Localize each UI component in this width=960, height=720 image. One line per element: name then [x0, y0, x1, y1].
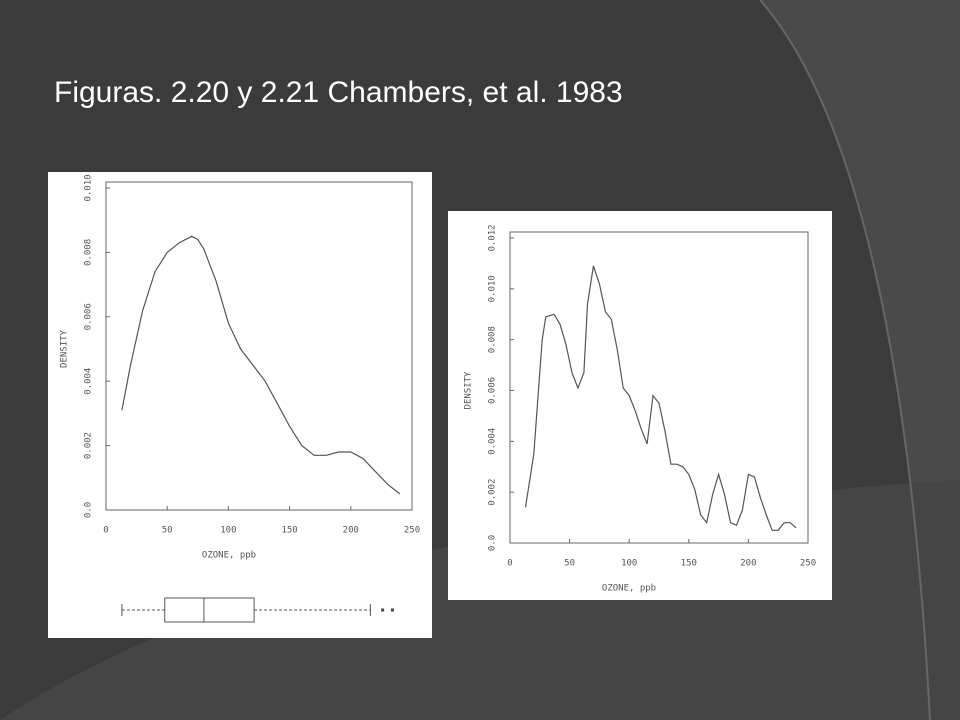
- x-tick-label: 50: [564, 559, 575, 569]
- y-tick-label: 0.0: [488, 535, 498, 551]
- y-tick-label: 0.004: [84, 368, 94, 395]
- y-axis-label: DENSITY: [60, 329, 70, 368]
- plot-frame: [509, 231, 809, 544]
- y-tick-label: 0.012: [488, 224, 498, 251]
- x-axis-label: OZONE, ppb: [202, 551, 256, 561]
- x-tick-label: 200: [740, 559, 756, 569]
- box: [164, 597, 255, 623]
- figure-background: [448, 211, 832, 600]
- outlier: [390, 608, 394, 612]
- plot-frame: [105, 181, 413, 511]
- outlier: [381, 608, 385, 612]
- decor-arc: [760, 0, 960, 720]
- figure-background: [48, 172, 432, 638]
- y-tick-label: 0.006: [488, 377, 498, 404]
- density-line: [121, 235, 401, 495]
- slide-title: Figuras. 2.20 y 2.21 Chambers, et al. 19…: [54, 76, 623, 109]
- y-tick-label: 0.008: [84, 239, 94, 266]
- y-tick-label: 0.008: [488, 326, 498, 353]
- x-tick-label: 150: [681, 559, 697, 569]
- y-tick-label: 0.0: [84, 502, 94, 518]
- x-tick-label: 100: [621, 559, 637, 569]
- y-tick-label: 0.010: [84, 174, 94, 201]
- x-tick-label: 0: [103, 526, 108, 536]
- x-tick-label: 150: [281, 526, 297, 536]
- x-tick-label: 250: [800, 559, 816, 569]
- x-tick-label: 50: [162, 526, 173, 536]
- x-tick-label: 100: [220, 526, 236, 536]
- y-tick-label: 0.002: [488, 479, 498, 506]
- density-line: [524, 265, 797, 531]
- y-tick-label: 0.002: [84, 432, 94, 459]
- x-tick-label: 0: [507, 559, 512, 569]
- y-axis-label: DENSITY: [464, 371, 474, 410]
- decor-line: [759, 0, 931, 720]
- y-tick-label: 0.010: [488, 275, 498, 302]
- y-tick-label: 0.004: [488, 428, 498, 455]
- x-tick-label: 250: [404, 526, 420, 536]
- x-tick-label: 200: [343, 526, 359, 536]
- x-axis-label: OZONE, ppb: [602, 584, 656, 594]
- y-tick-label: 0.006: [84, 303, 94, 330]
